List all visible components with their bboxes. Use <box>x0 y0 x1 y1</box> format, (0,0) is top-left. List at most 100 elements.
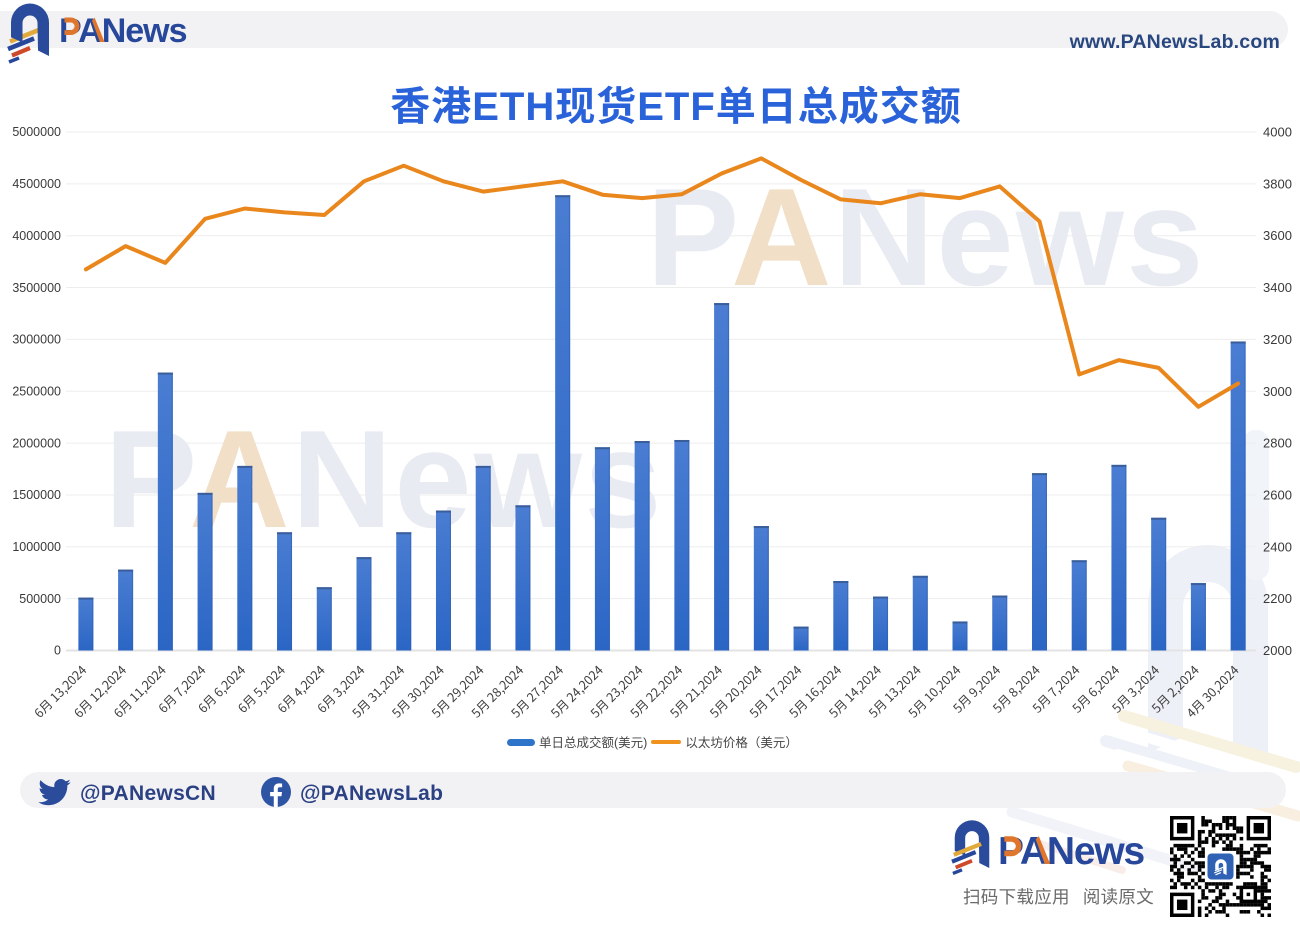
right-axis-labels: 2000 2200 2400 2600 2800 3000 3200 3400 3600 3800… <box>1263 125 1292 659</box>
volume-bar-cap <box>634 441 650 444</box>
volume-bar <box>475 465 491 651</box>
footer-caption: 扫码下载应用 阅读原文 <box>963 884 1154 909</box>
facebook-handle-item[interactable]: @PANewsLab <box>261 777 443 807</box>
volume-bar-cap <box>793 626 809 629</box>
volume-bar <box>1151 517 1167 651</box>
page-title: 香港ETH现货ETF单日总成交额 <box>390 74 962 132</box>
panews-watermark-text: PANews <box>647 160 1204 315</box>
volume-bar-cap <box>833 581 849 584</box>
website-url[interactable]: www.PANewsLab.com <box>1069 25 1280 54</box>
volume-bar-edge <box>767 526 769 651</box>
right-axis-tick-label: 2200 <box>1263 591 1292 606</box>
volume-bar-cap <box>78 597 94 600</box>
volume-bar <box>435 510 451 651</box>
footer-a-leg-accent <box>1035 836 1051 864</box>
volume-bar <box>197 492 213 651</box>
left-axis-tick-label: 500000 <box>19 592 61 606</box>
volume-bar-cap <box>1230 341 1246 344</box>
volume-bar-edge <box>886 596 889 651</box>
panews-logo-icon <box>7 3 49 64</box>
volume-bar-edge <box>92 597 94 651</box>
volume-bar-edge <box>211 492 213 651</box>
right-axis-tick-label: 3600 <box>1263 228 1292 243</box>
left-axis-tick-label: 3500000 <box>12 281 61 295</box>
a-leg-accent <box>91 17 105 42</box>
volume-bar-edge <box>330 587 332 651</box>
volume-bar-cap <box>118 569 134 572</box>
volume-bar-edge <box>449 510 451 651</box>
volume-bar-edge <box>1204 583 1206 651</box>
left-axis-tick-label: 3000000 <box>12 333 61 347</box>
volume-bar <box>118 569 134 651</box>
right-axis-tick-label: 2800 <box>1263 436 1292 451</box>
volume-bar <box>515 505 531 651</box>
volume-bar <box>277 532 293 651</box>
legend-line-label[interactable]: 以太坊价格（美元） <box>685 732 798 751</box>
left-axis-labels: 0 500000 1000000 1500000 2000000 2500000 30000… <box>12 125 61 658</box>
volume-bar-cap <box>674 439 690 442</box>
volume-bar <box>992 595 1008 651</box>
left-axis-tick-label: 0 <box>54 644 61 658</box>
volume-bar <box>1230 341 1246 651</box>
volume-bar-edge <box>648 441 650 651</box>
volume-bar-cap <box>1071 560 1087 563</box>
volume-bar-edge <box>727 303 730 651</box>
volume-bar-cap <box>396 532 412 535</box>
volume-bar <box>833 581 849 651</box>
volume-bar-edge <box>608 447 610 651</box>
volume-bar <box>555 195 571 651</box>
qr-code[interactable] <box>1170 816 1271 917</box>
left-axis-tick-label: 4000000 <box>12 229 61 243</box>
volume-bar <box>396 532 412 651</box>
volume-bar <box>714 303 730 651</box>
facebook-handle[interactable]: @PANewsLab <box>300 777 444 807</box>
volume-bar-cap <box>277 532 293 535</box>
twitter-handle-item[interactable]: @PANewsCN <box>38 777 216 807</box>
volume-bar <box>157 372 173 651</box>
chart-legend: 单日总成交额(美元) 以太坊价格（美元） <box>507 735 798 749</box>
volume-bar-edge <box>1085 560 1087 651</box>
panews-wordmark: PANews <box>59 12 188 50</box>
p-bowl-accent <box>64 17 80 36</box>
volume-bar <box>753 526 769 651</box>
legend-line-swatch[interactable] <box>651 740 682 744</box>
right-axis-tick-label: 2400 <box>1263 539 1292 554</box>
volume-bar-cap <box>912 575 928 578</box>
volume-bar-cap <box>356 557 372 560</box>
legend-bar-swatch[interactable] <box>507 738 535 746</box>
volume-bar-cap <box>237 465 253 468</box>
volume-bar-edge <box>1006 595 1008 651</box>
volume-bar-cap <box>753 526 769 529</box>
grid-lines <box>66 131 1256 652</box>
volume-bar-edge <box>688 439 690 651</box>
volume-bar-cap <box>1151 517 1167 520</box>
volume-bar <box>78 597 94 651</box>
volume-bar-cap <box>316 587 332 590</box>
left-axis-tick-label: 5000000 <box>12 125 61 139</box>
volume-bar <box>1111 464 1127 651</box>
footer-wordmark: PANews <box>998 830 1146 873</box>
legend-bar-label[interactable]: 单日总成交额(美元) <box>539 732 648 751</box>
volume-bar-edge <box>807 626 809 651</box>
volume-bar-cap <box>157 372 173 375</box>
volume-bar-edge <box>926 575 928 651</box>
watermark-arch-tail <box>1243 430 1269 580</box>
header-band <box>0 11 1288 48</box>
volume-bar <box>952 621 968 651</box>
volume-bar-cap <box>992 595 1008 598</box>
volume-bar-edge <box>529 505 531 651</box>
left-axis-tick-label: 1500000 <box>12 488 61 502</box>
brand-word-text: PANews <box>59 12 187 50</box>
volume-bar-cap <box>555 195 571 198</box>
volume-bar-edge <box>1164 517 1167 651</box>
volume-bar-edge <box>1125 464 1127 651</box>
right-axis-tick-label: 2000 <box>1263 643 1292 658</box>
read-caption: 阅读原文 <box>1082 884 1155 909</box>
twitter-handle[interactable]: @PANewsCN <box>80 777 216 807</box>
left-axis-tick-label: 2000000 <box>12 436 61 450</box>
left-axis-tick-label: 4500000 <box>12 177 61 191</box>
right-axis-tick-label: 2600 <box>1263 487 1292 502</box>
volume-bar-edge <box>370 557 372 651</box>
volume-bar <box>793 626 809 651</box>
